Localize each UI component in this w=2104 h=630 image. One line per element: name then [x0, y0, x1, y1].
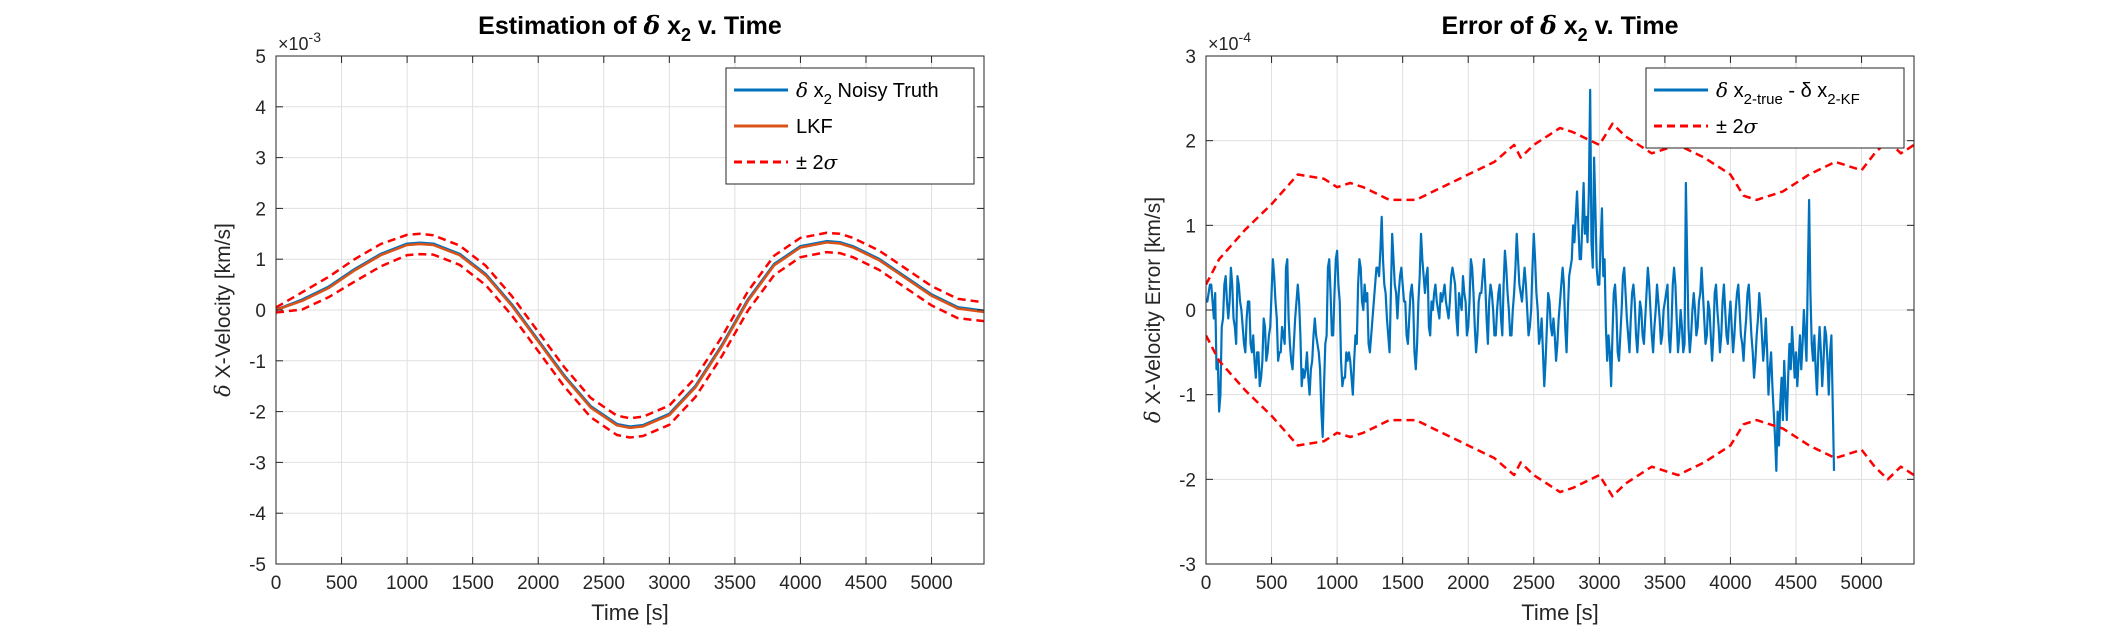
y-tick-label: 3	[255, 149, 266, 170]
y-tick-label: 5	[255, 47, 266, 68]
series-upper-2sigma	[1206, 122, 1914, 286]
legend-entry: δ x2-true - δ x2-KF	[1716, 78, 1860, 108]
y-tick-label: 0	[255, 301, 266, 322]
x-axis-label: Time [s]	[1521, 600, 1598, 625]
y-tick-label: 0	[1185, 301, 1196, 322]
series-lkf	[276, 241, 984, 430]
y-tick-label: -2	[1179, 470, 1196, 491]
y-axis-label: δ X-Velocity [km/s]	[211, 223, 235, 397]
x-tick-label: 5000	[910, 573, 952, 594]
x-tick-label: 1000	[1316, 573, 1358, 594]
plot-data	[1206, 88, 1914, 498]
x-tick-label: 2000	[1447, 573, 1489, 594]
y-tick-label: 2	[255, 199, 266, 220]
x-tick-label: 3500	[1644, 573, 1686, 594]
x-tick-label: 4000	[779, 573, 821, 594]
y-tick-label: 1	[1185, 216, 1196, 237]
y-tick-label: -4	[249, 504, 266, 525]
series-lower-2sigma	[1206, 334, 1914, 498]
legend: δ x2-true - δ x2-KF ± 2σ	[1645, 67, 1905, 149]
y-tick-label: -2	[249, 403, 266, 424]
x-tick-label: 4000	[1709, 573, 1751, 594]
x-tick-label: 2000	[517, 573, 559, 594]
series-upper-2sigma	[276, 231, 984, 420]
x-tick-label: 3000	[648, 573, 690, 594]
series-lower-2sigma	[276, 250, 984, 439]
y-tick-label: 4	[255, 98, 266, 119]
plot-data	[276, 231, 984, 439]
y-tick-label: -5	[249, 555, 266, 576]
y-tick-label: -3	[249, 453, 266, 474]
y-tick-label: -1	[249, 352, 266, 373]
y-exponent-label: ×10-3	[278, 29, 321, 54]
x-tick-label: 3000	[1578, 573, 1620, 594]
chart-estimation: 0 500 1000 1500 2000 2500 3000 3500 4000 4500 5000…	[211, 11, 985, 625]
chart-title: Estimation of δ x2 v. Time	[478, 11, 782, 45]
chart-title: Error of δ x2 v. Time	[1442, 11, 1679, 45]
y-tick-label: -3	[1179, 555, 1196, 576]
legend-entry: δ x2 Noisy Truth	[796, 78, 939, 108]
x-tick-label: 0	[271, 573, 282, 594]
x-tick-label: 500	[1256, 573, 1288, 594]
legend-entry: ± 2σ	[1716, 114, 1759, 138]
y-tick-label: 1	[255, 250, 266, 271]
y-tick-label: -1	[1179, 386, 1196, 407]
y-exponent-label: ×10-4	[1208, 29, 1251, 54]
x-tick-label: 2500	[1513, 573, 1555, 594]
series-error	[1206, 88, 1836, 472]
y-axis-label: δ X-Velocity Error [km/s]	[1141, 197, 1165, 423]
x-tick-label: 4500	[1775, 573, 1817, 594]
legend-entry: ± 2σ	[796, 150, 839, 174]
x-tick-label: 0	[1201, 573, 1212, 594]
x-tick-label: 1500	[452, 573, 494, 594]
chart-error: 0 500 1000 1500 2000 2500 3000 3500 4000 4500 5000…	[1141, 11, 1915, 625]
x-tick-label: 2500	[583, 573, 625, 594]
y-tick-label: 3	[1185, 47, 1196, 68]
legend-entry: LKF	[796, 116, 833, 138]
x-tick-label: 1500	[1382, 573, 1424, 594]
x-tick-label: 500	[326, 573, 358, 594]
x-tick-label: 4500	[845, 573, 887, 594]
x-tick-label: 1000	[386, 573, 428, 594]
legend: δ x2 Noisy Truth LKF ± 2σ	[725, 67, 975, 185]
x-tick-label: 3500	[714, 573, 756, 594]
y-tick-label: 2	[1185, 132, 1196, 153]
x-tick-label: 5000	[1840, 573, 1882, 594]
x-axis-label: Time [s]	[591, 600, 668, 625]
legend-box	[1645, 67, 1905, 149]
